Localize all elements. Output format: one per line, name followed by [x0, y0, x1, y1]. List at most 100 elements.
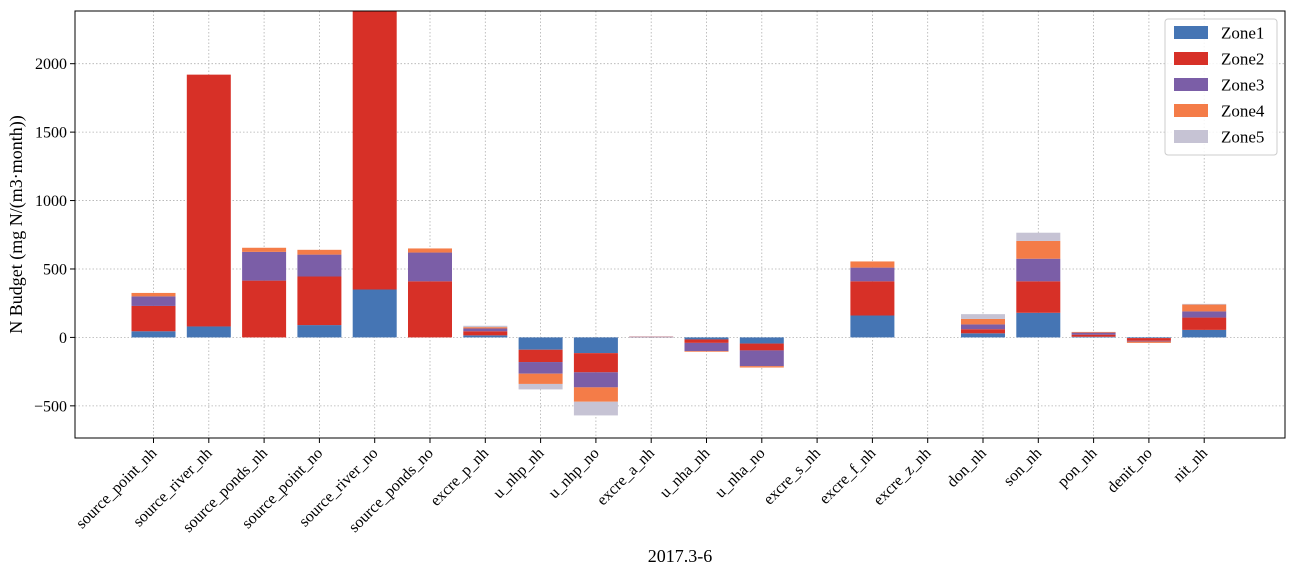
legend-label: Zone4	[1221, 102, 1265, 121]
x-tick-label: don_nh	[944, 445, 990, 491]
bar-segment	[573, 401, 618, 416]
bar-segment	[518, 362, 563, 374]
bars	[131, 11, 1227, 416]
bar-segment	[297, 254, 342, 277]
legend-label: Zone3	[1221, 76, 1264, 95]
bar-segment	[186, 326, 231, 338]
plot-background	[75, 11, 1285, 438]
y-tick-label: 1000	[35, 193, 67, 210]
bar-segment	[1016, 281, 1061, 313]
bar-segment	[463, 331, 508, 336]
bar-segment	[463, 325, 508, 328]
y-axis: −500 0 500 1000 1500 2000	[34, 56, 75, 415]
bar-segment	[573, 372, 618, 388]
bar-segment	[961, 329, 1005, 334]
bar-segment	[573, 387, 618, 402]
legend-label: Zone1	[1221, 24, 1264, 43]
bar-segment	[352, 289, 397, 338]
bar-segment	[573, 337, 618, 354]
bar-segment	[131, 331, 176, 338]
bar-segment	[463, 328, 508, 332]
x-tick-label: u_nha_nh	[657, 445, 714, 502]
bar-segment	[1016, 258, 1061, 282]
bar-segment	[408, 281, 452, 338]
bar-segment	[242, 247, 287, 252]
bar-segment	[297, 249, 342, 255]
x-tick-label: excre_s_nh	[760, 445, 824, 509]
legend-swatch	[1174, 78, 1208, 91]
bar-segment	[850, 281, 895, 316]
bar-segment	[518, 337, 563, 350]
bar-segment	[961, 314, 1005, 319]
bar-segment	[408, 252, 452, 282]
bar-segment	[463, 335, 508, 338]
y-tick-label: 0	[59, 330, 67, 347]
x-tick-label: excre_z_nh	[870, 445, 934, 509]
y-axis-label: N Budget (mg N/(m3·month))	[6, 115, 27, 333]
bar-segment	[1182, 329, 1227, 338]
bar-segment	[739, 337, 784, 344]
bar-segment	[408, 248, 452, 253]
legend-swatch	[1174, 104, 1208, 117]
x-tick-label: pon_nh	[1054, 445, 1100, 491]
plot-frame	[74, 10, 1286, 439]
x-axis: source_point_nhsource_river_nhsource_pon…	[73, 438, 1211, 536]
legend-label: Zone5	[1221, 128, 1264, 147]
bar-segment	[1016, 312, 1061, 338]
legend-swatch	[1174, 52, 1208, 65]
bar-segment	[352, 11, 397, 290]
bar-segment	[518, 383, 563, 390]
x-tick-label: denit_no	[1104, 445, 1156, 497]
bar-segment	[850, 267, 895, 282]
bar-segment	[1126, 338, 1171, 341]
y-tick-label: −500	[34, 398, 67, 415]
bar-segment	[242, 280, 287, 338]
x-tick-label: excre_a_nh	[594, 445, 658, 509]
bar-segment	[739, 366, 784, 368]
bar-segment	[1182, 303, 1227, 305]
bar-segment	[739, 343, 784, 351]
bar-segment	[961, 324, 1005, 330]
bar-segment	[297, 276, 342, 326]
bar-segment	[1126, 341, 1171, 343]
y-tick-label: 500	[43, 261, 67, 278]
x-axis-label: 2017.3-6	[648, 546, 713, 566]
bar-segment	[518, 373, 563, 384]
bar-segment	[573, 353, 618, 373]
bar-segment	[131, 292, 176, 297]
legend-label: Zone2	[1221, 50, 1264, 69]
legend-swatch	[1174, 130, 1208, 143]
bar-segment	[1071, 332, 1116, 335]
bar-segment	[684, 342, 729, 352]
bar-segment	[684, 339, 729, 343]
legend-swatch	[1174, 26, 1208, 39]
bar-segment	[518, 349, 563, 363]
bar-segment	[1182, 304, 1227, 312]
bar-segment	[739, 350, 784, 367]
bar-segment	[1071, 334, 1116, 337]
bar-segment	[1016, 240, 1061, 259]
x-tick-label: u_nha_no	[712, 445, 769, 502]
bar-segment	[242, 251, 287, 281]
bar-segment	[1016, 232, 1061, 241]
bar-segment	[850, 261, 895, 268]
x-tick-label: nit_nh	[1170, 445, 1211, 486]
bar-segment	[684, 351, 729, 352]
bar-segment	[463, 327, 508, 329]
bar-segment	[131, 305, 176, 332]
bar-segment	[297, 325, 342, 338]
bar-segment	[131, 296, 176, 306]
bar-segment	[961, 318, 1005, 325]
bar-segment	[850, 315, 895, 338]
legend: Zone1 Zone2 Zone3 Zone4 Zone5	[1164, 18, 1278, 156]
x-tick-label: u_nhp_nh	[490, 445, 547, 502]
bar-segment	[1071, 331, 1116, 333]
x-tick-label: son_nh	[1000, 445, 1045, 490]
y-tick-label: 1500	[35, 125, 67, 142]
y-tick-label: 2000	[35, 56, 67, 73]
bar-segment	[1182, 317, 1227, 330]
x-tick-label: u_nhp_no	[545, 445, 602, 502]
bar-segment	[186, 74, 231, 327]
bar-segment	[1182, 311, 1227, 318]
bar-segment	[1126, 337, 1171, 339]
